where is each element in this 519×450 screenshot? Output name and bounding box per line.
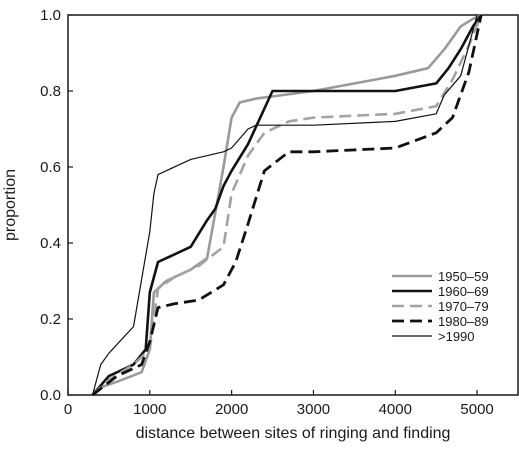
legend-label: 1980–89 bbox=[438, 314, 489, 329]
y-axis: 0.0 0.2 0.4 0.6 0.8 1.0 bbox=[40, 7, 73, 404]
x-tick-label: 1000 bbox=[133, 401, 166, 418]
x-tick-label: 3000 bbox=[297, 401, 330, 418]
y-tick-label: 1.0 bbox=[40, 7, 61, 24]
legend-label: 1970–79 bbox=[438, 299, 489, 314]
y-tick-label: 0.0 bbox=[40, 387, 61, 404]
x-tick-label: 0 bbox=[64, 401, 72, 418]
y-tick-label: 0.8 bbox=[40, 83, 61, 100]
series-line-3 bbox=[91, 14, 483, 397]
series-line-0 bbox=[91, 13, 482, 396]
x-tick-label: 5000 bbox=[460, 401, 493, 418]
y-tick-label: 0.6 bbox=[40, 159, 61, 176]
x-axis-title: distance between sites of ringing and fi… bbox=[136, 425, 451, 442]
series-line-4 bbox=[91, 14, 478, 396]
series-layer bbox=[91, 13, 483, 397]
plot-frame bbox=[67, 14, 519, 396]
y-tick-label: 0.2 bbox=[40, 311, 61, 328]
y-tick-label: 0.4 bbox=[40, 235, 61, 252]
x-tick-label: 2000 bbox=[215, 401, 248, 418]
x-axis: 0 1000 2000 3000 4000 5000 bbox=[64, 390, 494, 418]
legend-label: 1960–69 bbox=[438, 284, 489, 299]
legend-label: >1990 bbox=[438, 329, 475, 344]
series-line-1 bbox=[91, 14, 483, 396]
y-axis-title: proportion bbox=[2, 169, 19, 241]
x-tick-label: 4000 bbox=[379, 401, 412, 418]
legend-label: 1950–59 bbox=[438, 269, 489, 284]
